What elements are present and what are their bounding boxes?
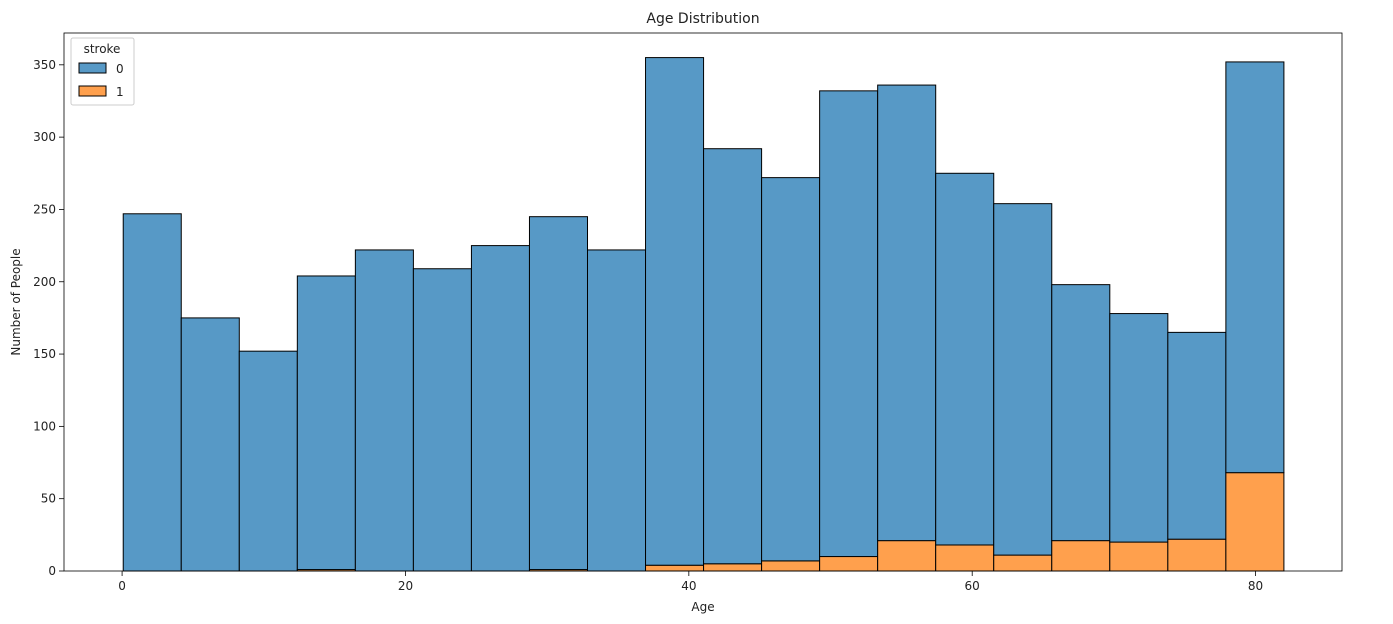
chart-title: Age Distribution <box>646 11 759 27</box>
bar-stroke-0-5 <box>412 268 472 572</box>
bar-stroke-0-10 <box>703 148 763 565</box>
bar-stroke-0-18 <box>1167 331 1227 540</box>
y-tick-label: 300 <box>33 130 56 144</box>
y-tick-label: 250 <box>33 202 56 216</box>
bar-stroke-0-7 <box>528 216 588 571</box>
bar-stroke-0-13 <box>877 84 937 542</box>
legend: stroke 0 1 <box>70 37 135 106</box>
y-tick-label: 100 <box>33 419 56 433</box>
bar-stroke-0-6 <box>470 245 530 572</box>
y-tick-label: 350 <box>33 58 56 72</box>
bar-stroke-1-17 <box>1109 541 1169 572</box>
bar-stroke-1-16 <box>1051 540 1111 572</box>
bar-stroke-0-11 <box>761 177 821 562</box>
bar-stroke-1-12 <box>819 556 879 572</box>
legend-label-0: 0 <box>116 62 124 76</box>
bar-stroke-1-11 <box>761 560 821 572</box>
y-tick-label: 150 <box>33 347 56 361</box>
bar-stroke-1-19 <box>1225 472 1285 572</box>
bar-stroke-0-4 <box>354 249 414 572</box>
bars-group <box>122 57 1285 572</box>
legend-swatch-0 <box>78 62 107 74</box>
y-tick-label: 0 <box>48 564 56 578</box>
bar-stroke-0-1 <box>180 317 240 572</box>
legend-title: stroke <box>84 42 121 56</box>
bar-stroke-0-15 <box>993 203 1053 556</box>
bar-stroke-0-12 <box>819 90 879 558</box>
bar-stroke-0-8 <box>586 249 647 572</box>
bar-stroke-0-19 <box>1225 61 1285 474</box>
bar-stroke-0-2 <box>238 350 298 572</box>
bar-stroke-0-0 <box>122 213 182 572</box>
legend-swatch-1 <box>78 85 107 97</box>
y-tick-label: 50 <box>41 492 56 506</box>
x-tick-label: 60 <box>965 579 980 593</box>
x-tick-label: 40 <box>681 579 696 593</box>
x-tick-label: 0 <box>118 579 126 593</box>
bar-stroke-0-3 <box>296 275 356 571</box>
bar-stroke-1-14 <box>935 544 995 572</box>
y-tick-label: 200 <box>33 275 56 289</box>
y-axis-label: Number of People <box>9 248 23 355</box>
bar-stroke-0-9 <box>645 57 705 566</box>
bar-stroke-0-17 <box>1109 313 1169 543</box>
y-axis-ticks: 0 50 100 150 200 250 300 350 <box>33 58 64 578</box>
bar-stroke-0-14 <box>935 172 995 546</box>
bar-stroke-1-10 <box>703 563 763 572</box>
bar-stroke-1-18 <box>1167 538 1227 572</box>
bar-stroke-1-9 <box>645 564 705 572</box>
x-axis-label: Age <box>691 600 714 614</box>
legend-label-1: 1 <box>116 85 124 99</box>
bar-stroke-0-16 <box>1051 284 1111 542</box>
x-axis-ticks: 0 20 40 60 80 <box>118 571 1263 593</box>
plot-frame <box>63 32 1343 572</box>
bar-stroke-1-15 <box>993 554 1053 572</box>
x-tick-label: 20 <box>398 579 413 593</box>
x-tick-label: 80 <box>1248 579 1263 593</box>
bar-stroke-1-13 <box>877 540 937 572</box>
